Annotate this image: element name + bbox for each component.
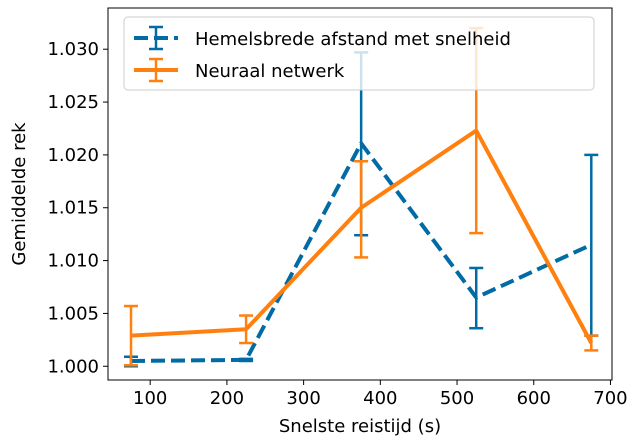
y-tick-label: 1.030 [47, 39, 99, 60]
x-tick-label: 600 [517, 388, 551, 409]
series-line [130, 128, 594, 344]
y-tick-label: 1.005 [47, 303, 99, 324]
x-axis-label: Snelste reistijd (s) [279, 416, 441, 437]
y-axis-label: Gemiddelde rek [9, 122, 30, 266]
y-tick-label: 1.010 [47, 251, 99, 272]
y-tick-label: 1.025 [47, 92, 99, 113]
x-tick-label: 400 [363, 388, 397, 409]
y-tick-label: 1.020 [47, 145, 99, 166]
x-tick-label: 700 [593, 388, 627, 409]
plot-frame [107, 7, 613, 381]
x-tick-label: 500 [440, 388, 474, 409]
legend: Hemelsbrede afstand met snelheid Neuraal … [123, 16, 595, 91]
x-tick-label: 300 [286, 388, 320, 409]
legend-item-1: Hemelsbrede afstand met snelheid [134, 25, 511, 51]
series-layer [124, 26, 599, 368]
legend-items: Hemelsbrede afstand met snelheid Neuraal … [134, 25, 511, 83]
x-tick-label: 200 [210, 388, 244, 409]
legend-box [123, 16, 595, 91]
ticks-layer: 100 200 300 400 500 600 700 1.000 1.005 1.010 1.01… [47, 39, 627, 409]
x-tick-label: 100 [133, 388, 167, 409]
y-tick-label: 1.015 [47, 198, 99, 219]
series-line [130, 141, 593, 363]
legend-label: Hemelsbrede afstand met snelheid [195, 29, 511, 50]
series-2 [124, 26, 599, 367]
legend-label: Neuraal netwerk [195, 61, 345, 82]
y-tick-label: 1.000 [47, 356, 99, 377]
legend-item-2: Neuraal netwerk [134, 57, 345, 83]
